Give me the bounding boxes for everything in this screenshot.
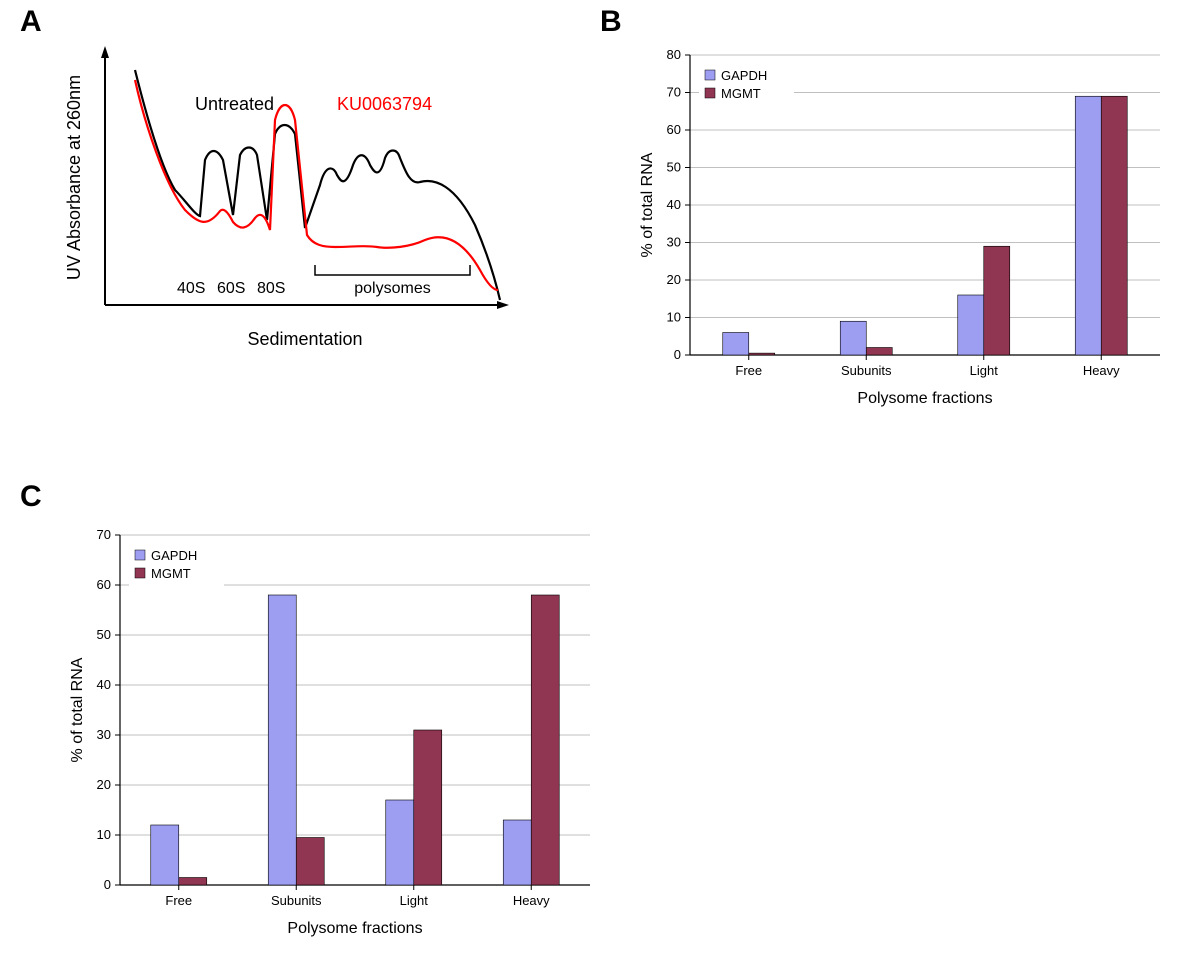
svg-text:60S: 60S [217,280,245,297]
svg-text:50: 50 [97,627,111,642]
svg-text:40: 40 [667,197,681,212]
svg-text:Light: Light [400,893,429,908]
svg-text:70: 70 [97,527,111,542]
svg-text:% of total RNA: % of total RNA [639,152,656,257]
svg-text:30: 30 [667,235,681,250]
panel-a-chart: Untreated KU0063794 40S 60S 80S polysomes Sedi… [50,20,550,380]
svg-text:10: 10 [97,827,111,842]
svg-text:Polysome fractions: Polysome fractions [857,390,992,407]
svg-text:polysomes: polysomes [354,280,430,297]
svg-text:Free: Free [735,363,762,378]
svg-text:MGMT: MGMT [721,86,761,101]
svg-text:50: 50 [667,160,681,175]
svg-text:Heavy: Heavy [513,893,550,908]
svg-text:10: 10 [667,310,681,325]
svg-text:80: 80 [667,47,681,62]
svg-text:Subunits: Subunits [841,363,892,378]
svg-text:Free: Free [165,893,192,908]
svg-text:0: 0 [104,877,111,892]
svg-text:70: 70 [667,85,681,100]
svg-text:Light: Light [970,363,999,378]
svg-text:40: 40 [97,677,111,692]
svg-text:Heavy: Heavy [1083,363,1120,378]
svg-text:30: 30 [97,727,111,742]
svg-text:60: 60 [667,122,681,137]
svg-text:% of total RNA: % of total RNA [69,657,86,762]
svg-text:Sedimentation: Sedimentation [247,329,362,349]
svg-text:0: 0 [674,347,681,362]
svg-text:Untreated: Untreated [195,94,274,114]
svg-text:Polysome fractions: Polysome fractions [287,920,422,937]
svg-text:UV Absorbance at 260nm: UV Absorbance at 260nm [64,75,84,280]
svg-text:MGMT: MGMT [151,566,191,581]
svg-text:GAPDH: GAPDH [151,548,197,563]
svg-text:80S: 80S [257,280,285,297]
svg-text:40S: 40S [177,280,205,297]
panel-b-label: B [600,5,622,39]
svg-text:20: 20 [97,777,111,792]
panel-a-label: A [20,5,42,39]
panel-b-chart: 0 10 20 30 40 50 60 70 80 Free Subunits Light Heavy P… [620,30,1180,420]
svg-text:60: 60 [97,577,111,592]
svg-text:Subunits: Subunits [271,893,322,908]
svg-text:GAPDH: GAPDH [721,68,767,83]
svg-text:KU0063794: KU0063794 [337,94,432,114]
panel-c-label: C [20,480,42,514]
panel-c-chart: 0 10 20 30 40 50 60 70 Free Subunits Light Heavy Pol… [50,510,610,950]
svg-text:20: 20 [667,272,681,287]
